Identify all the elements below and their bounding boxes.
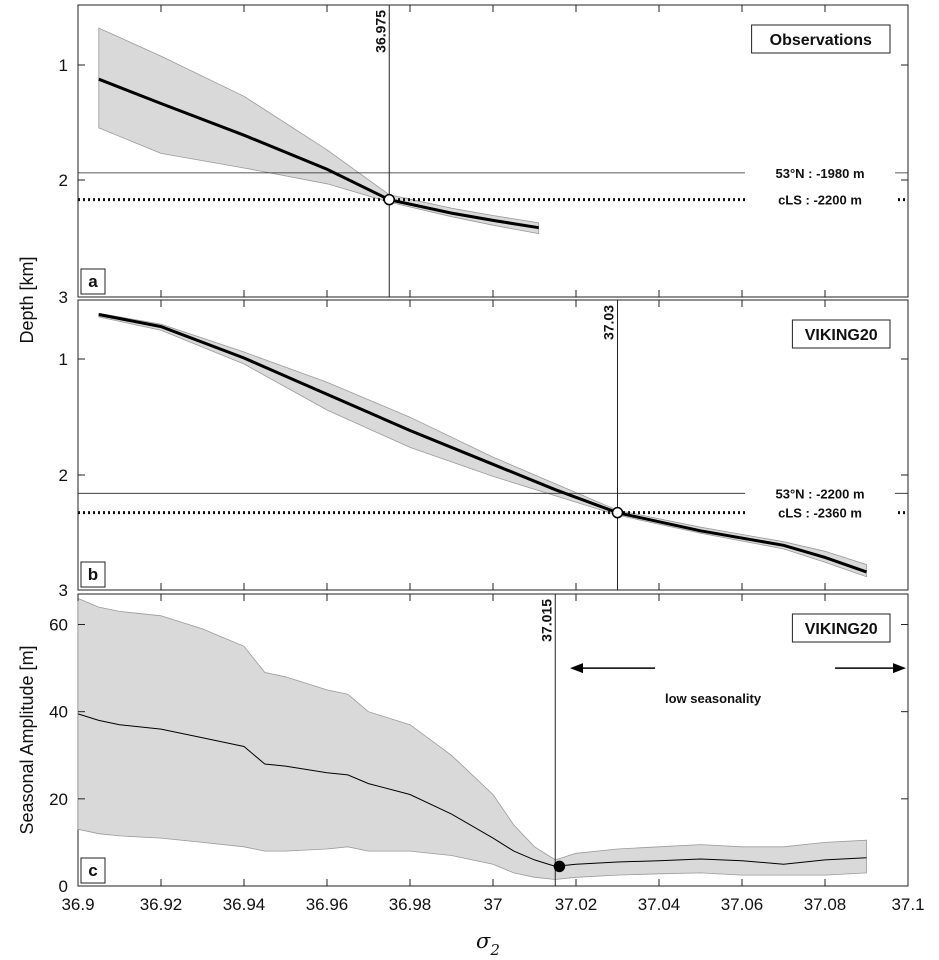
y-tick-label: 2 xyxy=(59,171,68,190)
x-tick-label: 36.92 xyxy=(140,895,183,914)
intersection-marker xyxy=(611,506,624,519)
series-line xyxy=(98,77,539,230)
y-tick-label: 40 xyxy=(49,703,68,722)
panel-title-box xyxy=(791,319,891,349)
y-tick-label: 3 xyxy=(59,288,68,307)
reference-line-label: cLS : -2360 m xyxy=(778,506,862,521)
y-tick-label: 1 xyxy=(59,56,68,75)
panel-c: 37.015 VIKING20 c 0 20 40 60 36.9 36.92 36.94 36.9… xyxy=(49,594,925,914)
intersection-marker xyxy=(553,860,566,873)
panel-letter-box xyxy=(80,561,106,588)
x-tick-label: 36.94 xyxy=(223,895,266,914)
x-tick-label: 36.9 xyxy=(61,895,94,914)
series-line xyxy=(98,313,867,574)
x-axis-label: σ2 xyxy=(476,929,500,959)
reference-line-label: 53°N : -1980 m xyxy=(775,166,864,181)
panel-title: VIKING20 xyxy=(805,621,878,638)
vertical-line-label: 36.975 xyxy=(372,10,388,53)
reference-line-label: 53°N : -2200 m xyxy=(775,486,864,501)
intersection-marker xyxy=(383,193,395,206)
seasonal-amplitude-axis-label: Seasonal Amplitude [m] xyxy=(17,645,37,834)
y-tick-label: 20 xyxy=(49,790,68,809)
x-axis-label-subscript: 2 xyxy=(489,941,500,959)
uncertainty-band xyxy=(98,312,867,578)
reference-line-label: cLS : -2200 m xyxy=(778,193,862,208)
plot-layer: 53°N : -1980 m cLS : -2200 m 36.975 Observa… xyxy=(49,5,925,914)
panel-b: 53°N : -2200 m cLS : -2360 m 37.03 VIKING20… xyxy=(59,300,909,600)
y-tick-label: 60 xyxy=(49,616,68,635)
x-tick-label: 37.02 xyxy=(555,895,598,914)
x-tick-label: 37.08 xyxy=(804,895,847,914)
reference-label-bg xyxy=(745,484,895,503)
y-tick-label: 0 xyxy=(59,877,68,896)
panel-letter: b xyxy=(88,565,98,584)
reference-label-bg xyxy=(745,503,895,522)
y-tick-label: 1 xyxy=(59,350,68,369)
x-tick-label: 37 xyxy=(484,895,503,914)
x-tick-label: 37.04 xyxy=(638,895,681,914)
panel-letter: a xyxy=(88,272,98,291)
y-tick-label: 2 xyxy=(59,466,68,485)
reference-label-bg xyxy=(745,163,895,182)
vertical-line-label: 37.015 xyxy=(538,599,554,642)
depth-axis-label: Depth [km] xyxy=(17,256,37,343)
y-tick-label: 3 xyxy=(59,581,68,600)
arrow-right-head xyxy=(893,663,906,674)
x-tick-label: 37.1 xyxy=(891,895,924,914)
panel-letter-box xyxy=(80,268,106,295)
uncertainty-band xyxy=(77,597,867,880)
reference-label-bg xyxy=(745,190,895,209)
series-line xyxy=(77,713,867,867)
panel-letter-box xyxy=(80,857,106,884)
vertical-line-label: 37.03 xyxy=(601,305,617,340)
x-tick-label: 37.06 xyxy=(721,895,764,914)
low-seasonality-label: low seasonality xyxy=(665,691,762,706)
x-tick-label: 36.98 xyxy=(389,895,432,914)
uncertainty-band xyxy=(98,27,540,235)
x-tick-label: 36.96 xyxy=(306,895,349,914)
panel-title-box xyxy=(791,613,891,643)
panel-a: 53°N : -1980 m cLS : -2200 m 36.975 Observa… xyxy=(59,5,909,307)
panel-letter: c xyxy=(88,861,97,880)
arrow-left-head xyxy=(570,663,583,674)
panel-title-box xyxy=(751,24,891,54)
panel-title: VIKING20 xyxy=(805,327,878,344)
panel-title: Observations xyxy=(770,32,872,49)
x-axis-label-symbol: σ xyxy=(476,929,491,953)
